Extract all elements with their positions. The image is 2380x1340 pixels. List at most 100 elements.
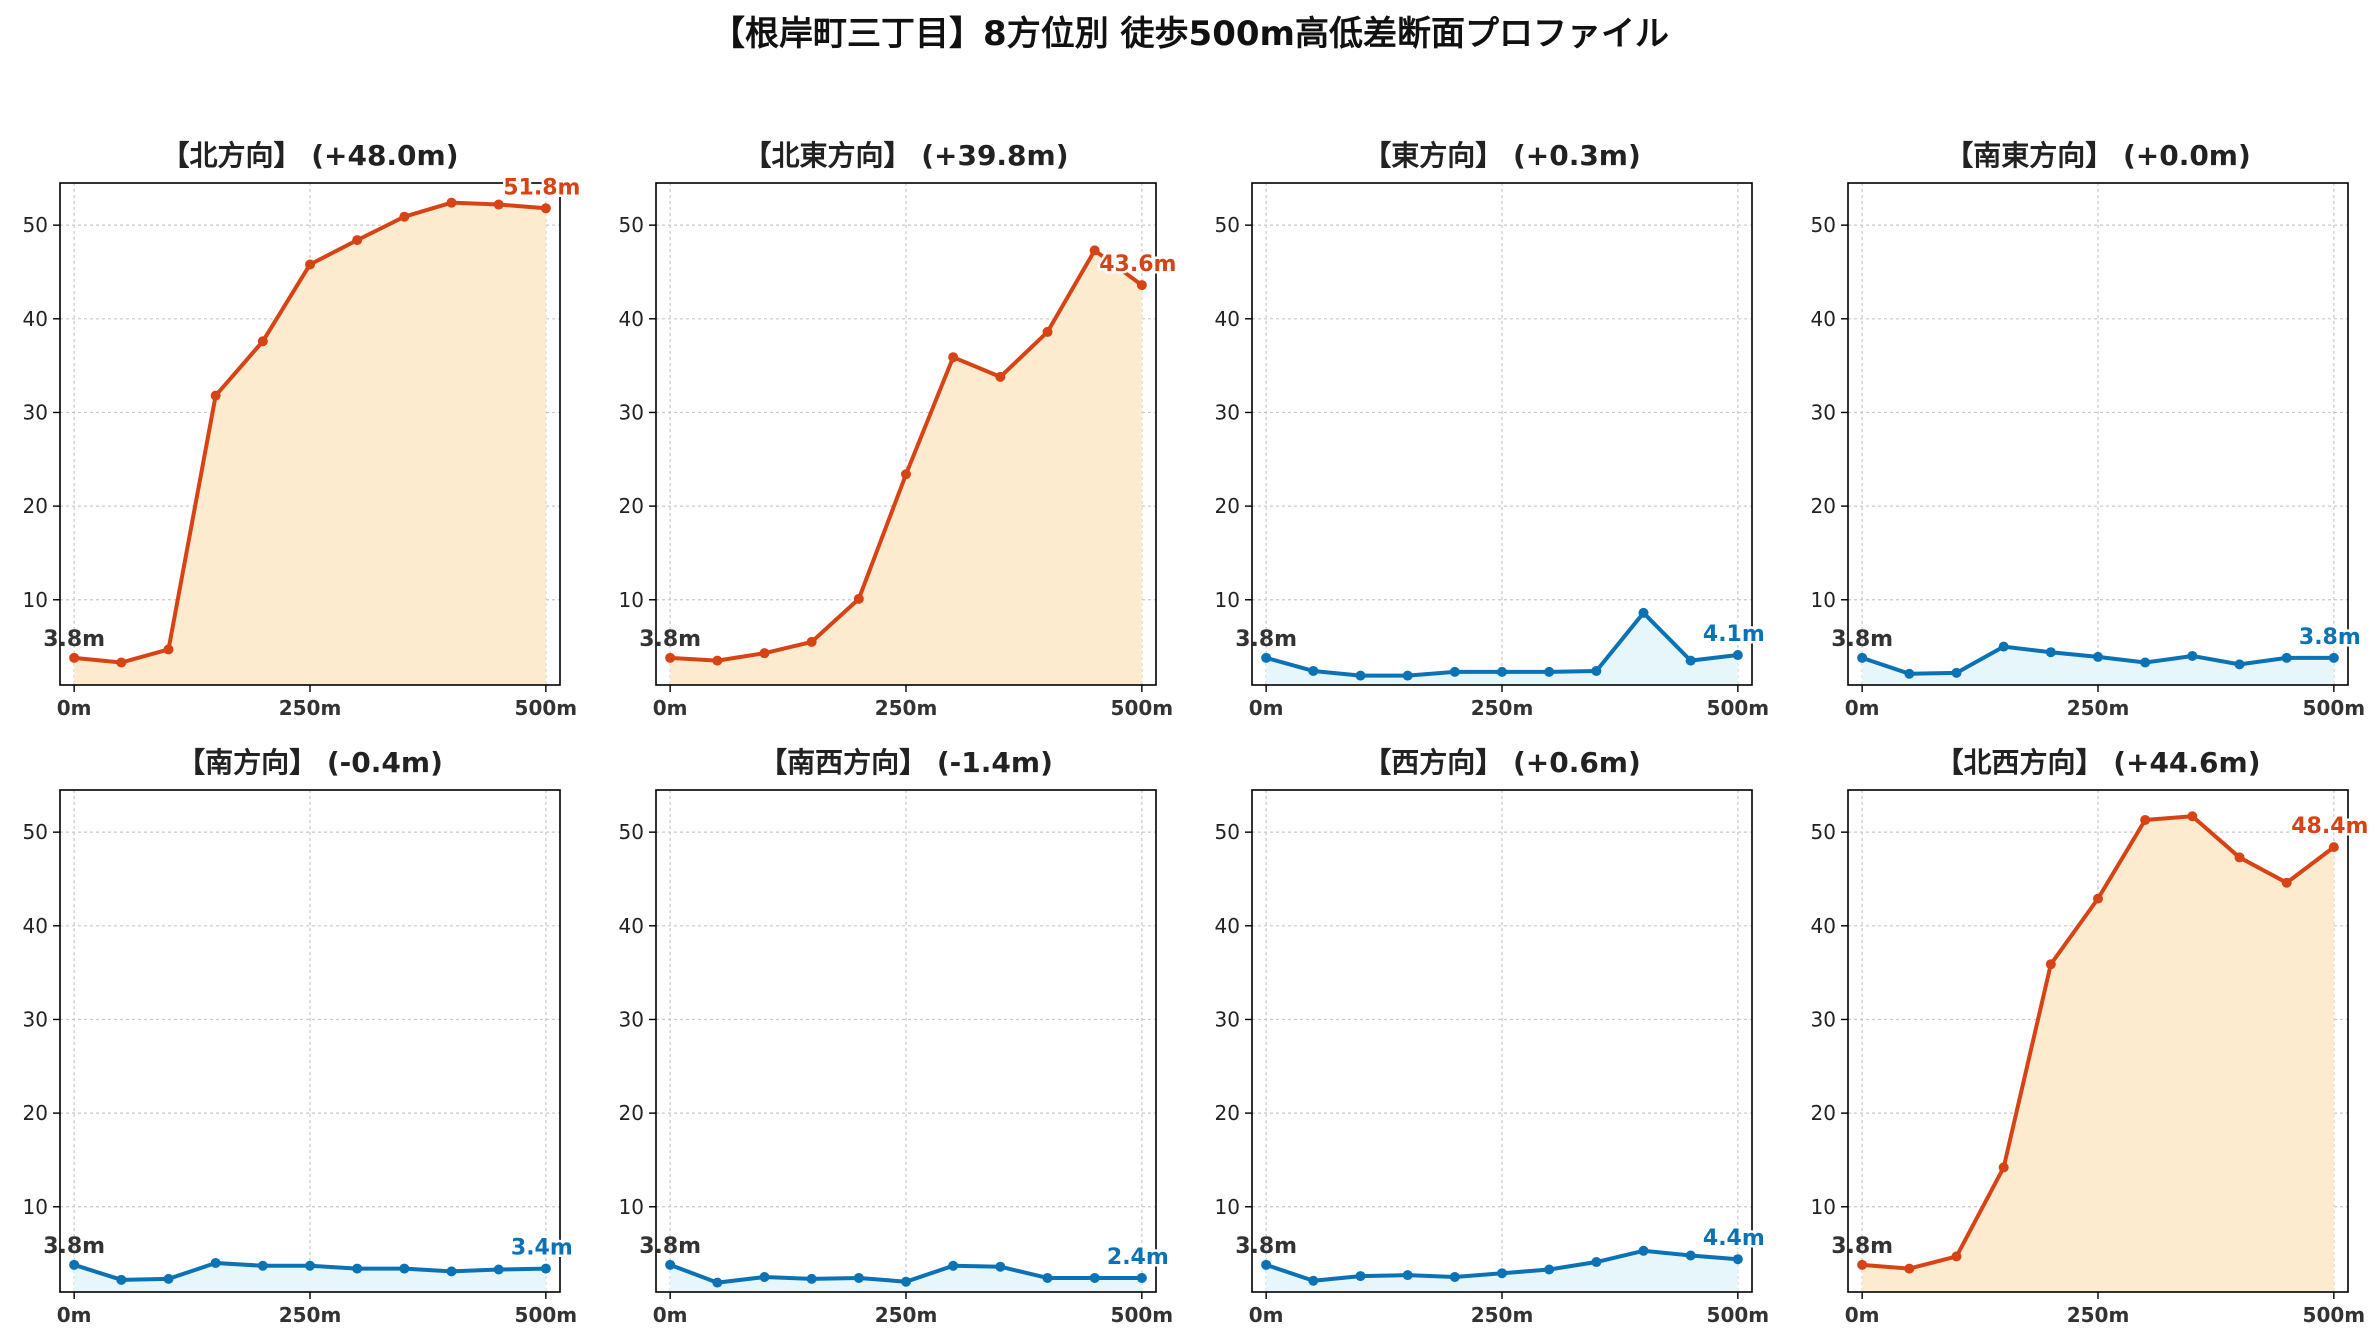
data-point [2234,852,2245,863]
data-point [446,1266,457,1277]
data-point [1089,1272,1100,1283]
x-tick-label: 250m [875,696,938,720]
y-tick-label: 30 [23,400,48,424]
data-point [1042,326,1053,337]
area-fill [670,250,1142,685]
data-point [2140,814,2151,825]
data-point [1308,665,1319,676]
start-value-label: 3.8m [639,627,701,652]
end-value-label: 51.8m [503,175,580,200]
data-point [1544,666,1555,677]
x-tick-label: 250m [279,1303,342,1327]
data-point [1402,670,1413,681]
data-point [1402,1270,1413,1281]
start-value-label: 3.8m [1235,1234,1297,1259]
x-tick-label: 0m [57,1303,92,1327]
data-point [69,652,80,663]
x-tick-label: 0m [57,696,92,720]
x-tick-label: 500m [1707,696,1770,720]
data-point [1591,1257,1602,1268]
y-tick-label: 10 [1215,1195,1240,1219]
data-point [1449,1272,1460,1283]
y-tick-label: 40 [1811,914,1836,938]
y-tick-label: 30 [619,400,644,424]
data-point [1449,666,1460,677]
data-point [1591,665,1602,676]
y-tick-label: 40 [23,307,48,331]
end-value-label: 3.4m [511,1236,573,1261]
figure-title: 【根岸町三丁目】8方位別 徒歩500m高低差断面プロファイル [711,14,1669,54]
data-point [1685,655,1696,666]
data-point [2187,650,2198,661]
end-value-label: 43.6m [1099,252,1176,277]
x-tick-label: 500m [1707,1303,1770,1327]
y-tick-label: 10 [619,1195,644,1219]
y-tick-label: 20 [23,1101,48,1125]
data-point [901,1276,911,1287]
x-tick-label: 0m [1845,1303,1880,1327]
x-tick-label: 0m [1249,696,1284,720]
y-tick-label: 40 [1215,914,1240,938]
data-point [2140,657,2151,668]
data-point [1042,1272,1053,1283]
data-point [305,1260,315,1271]
data-point [1732,650,1743,661]
data-point [493,199,504,210]
panel-title: 【南西方向】 (-1.4m) [759,746,1053,779]
x-tick-label: 0m [653,1303,688,1327]
data-point [759,648,770,659]
y-tick-label: 50 [1215,213,1240,237]
area-fill [1862,816,2334,1292]
y-tick-label: 10 [1215,588,1240,612]
panel-title: 【南東方向】 (+0.0m) [1945,139,2251,172]
data-point [948,1260,959,1271]
y-tick-label: 10 [1811,1195,1836,1219]
data-point [493,1264,504,1275]
x-tick-label: 500m [1111,1303,1174,1327]
data-point [446,197,457,208]
data-point [712,655,723,666]
data-point [2045,959,2056,970]
data-point [853,593,864,604]
data-point [399,211,410,222]
x-tick-label: 250m [2067,1303,2130,1327]
data-point [1261,652,1272,663]
data-point [806,636,817,647]
y-tick-label: 10 [1811,588,1836,612]
data-point [2234,659,2245,670]
start-value-label: 3.8m [43,1234,105,1259]
panel-title: 【北方向】 (+48.0m) [161,139,458,172]
y-tick-label: 50 [1215,820,1240,844]
x-tick-label: 250m [875,1303,938,1327]
y-tick-label: 40 [619,914,644,938]
end-value-label: 2.4m [1107,1245,1169,1270]
x-tick-label: 250m [279,696,342,720]
y-tick-label: 10 [619,588,644,612]
data-point [1904,1263,1915,1274]
data-point [2093,893,2103,904]
data-point [1497,666,1507,677]
panel-title: 【東方向】 (+0.3m) [1363,139,1641,172]
area-fill [74,202,546,685]
data-point [1544,1264,1555,1275]
x-tick-label: 500m [2303,1303,2366,1327]
y-tick-label: 40 [1215,307,1240,331]
data-point [1857,1259,1868,1270]
data-point [1355,670,1366,681]
y-tick-label: 20 [1215,1101,1240,1125]
data-point [352,235,363,246]
data-point [759,1272,770,1283]
data-point [901,469,911,480]
data-point [665,652,676,663]
data-point [1136,1272,1147,1283]
data-point [163,1273,174,1284]
x-tick-label: 0m [1845,696,1880,720]
start-value-label: 3.8m [639,1234,701,1259]
data-point [1261,1259,1272,1270]
y-tick-label: 40 [23,914,48,938]
data-point [540,203,551,214]
y-tick-label: 20 [1811,1101,1836,1125]
